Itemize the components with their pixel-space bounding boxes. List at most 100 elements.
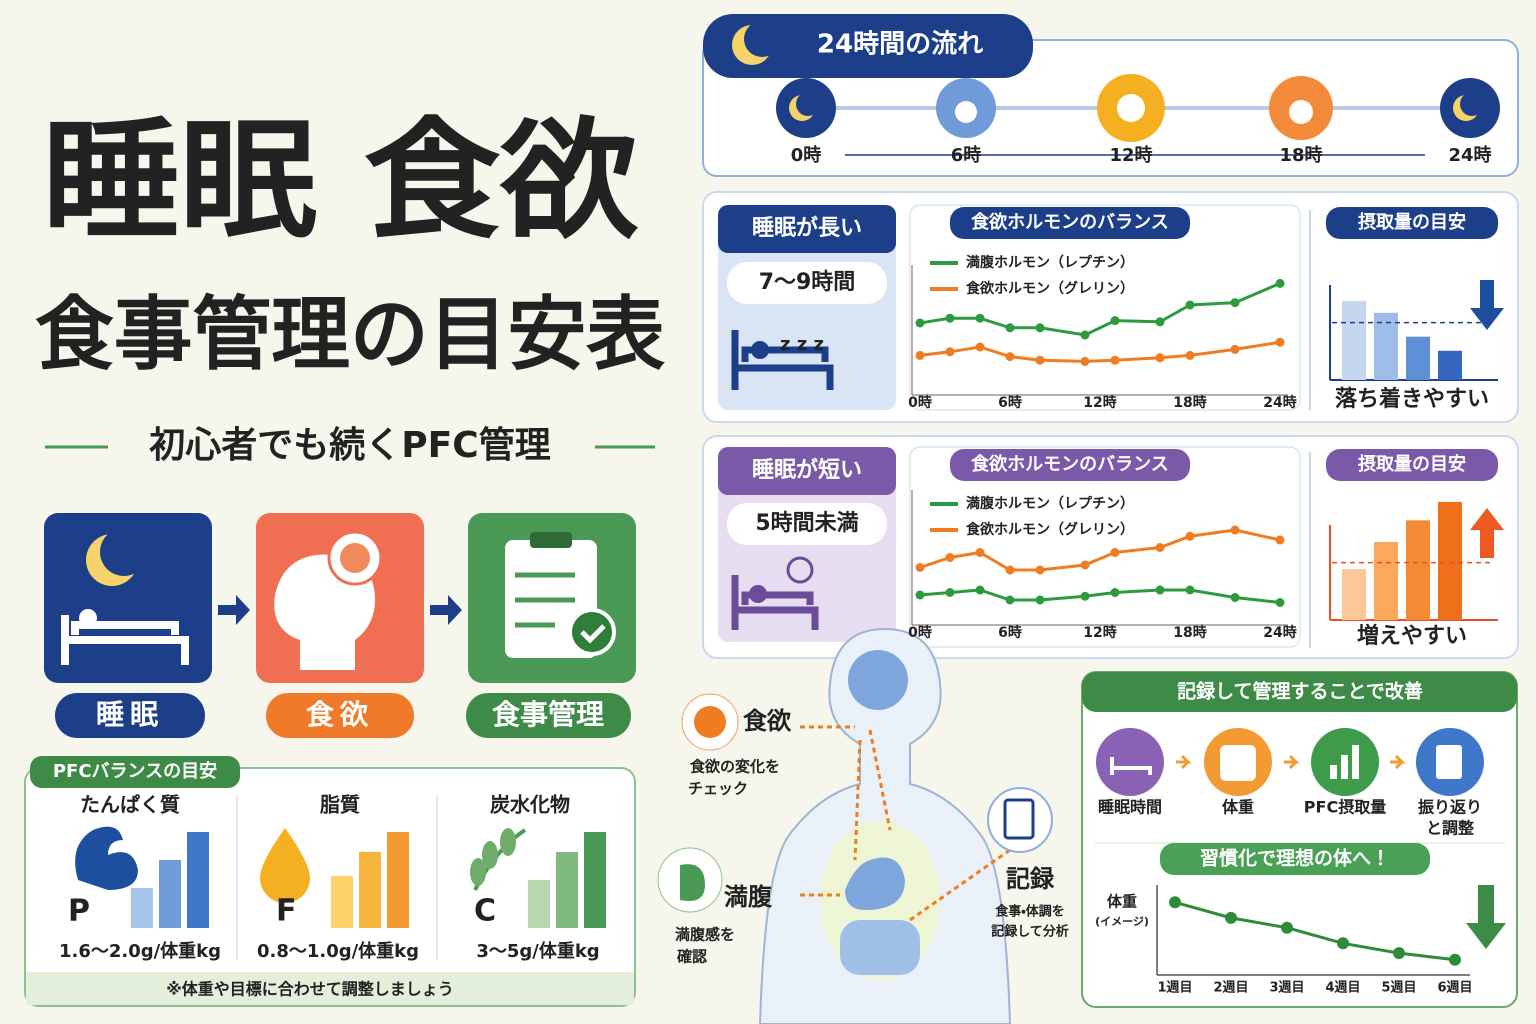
data-point (1275, 278, 1285, 288)
x-tick-label: 2週目 (1213, 981, 1248, 996)
long-sleep-panel-shape (751, 341, 769, 359)
data-point (1035, 355, 1045, 365)
record-panel-shape (1082, 672, 1517, 712)
data-point (1155, 585, 1165, 595)
pfc-name: 脂質 (320, 793, 360, 817)
data-point (1110, 588, 1120, 597)
x-tick-label: 4週目 (1325, 981, 1360, 996)
record-panel-shape (1160, 843, 1430, 875)
x-tick-label: 24時 (1263, 624, 1296, 641)
x-tick-label: 6週目 (1437, 981, 1472, 996)
pfc-range: 0.8～1.0g/体重kg (257, 940, 419, 962)
timeline-label: 0時 (791, 145, 822, 166)
sleep-tile-shape (100, 528, 148, 576)
data-point (975, 548, 985, 557)
pfc-panel-shape (30, 756, 240, 788)
chart-annotation: 落ち着きやすい (1335, 386, 1489, 412)
short-sleep-panel-shape (702, 435, 1519, 659)
pfc-icon-shape (75, 826, 138, 890)
short-sleep-panel-shape (950, 449, 1190, 481)
meal-tile-shape (568, 608, 616, 656)
bar (1374, 312, 1398, 380)
bar (1406, 520, 1430, 620)
pfc-icon-shape (584, 832, 606, 928)
data-point (1275, 535, 1285, 545)
data-point (1281, 921, 1293, 934)
timeline-title: 24時間の流れ (817, 30, 983, 60)
x-tick-label: 6時 (998, 394, 1022, 411)
pfc-panel-shape (24, 767, 636, 1007)
body-diagram-shape (848, 650, 908, 710)
y-axis-note: (イメージ) (1095, 915, 1149, 928)
bar (1342, 300, 1366, 380)
x-tick-label: 6時 (998, 624, 1022, 641)
data-point (1449, 953, 1461, 966)
pfc-panel (24, 756, 636, 1007)
flow-label: 食欲 (306, 698, 374, 731)
pfc-icon-shape (260, 828, 310, 903)
body-caption: 満腹感を (675, 926, 735, 944)
pfc-icon-shape (359, 852, 381, 928)
bar (1438, 350, 1462, 380)
x-tick-label: 0時 (908, 624, 932, 641)
record-title: 記録して管理することで改善 (1177, 680, 1423, 703)
short-sleep-panel-shape (1470, 508, 1504, 558)
record-panel-shape (1096, 728, 1164, 796)
data-point (975, 585, 985, 595)
record-panel-shape (1176, 754, 1406, 770)
chart-title: 食欲ホルモンのバランス (971, 453, 1169, 475)
x-tick-label: 12時 (1083, 624, 1116, 641)
short-sleep-panel-shape (749, 585, 767, 603)
data-point (1005, 323, 1015, 333)
y-axis-label: 体重 (1107, 893, 1137, 911)
timeline-panel-shape (1289, 100, 1313, 124)
long-sleep-panel-shape (731, 330, 834, 390)
record-step: 体重 (1222, 798, 1254, 817)
long-sleep-panel-shape (727, 262, 887, 304)
data-point (945, 588, 955, 597)
chart-title: 食欲ホルモンのバランス (971, 211, 1169, 233)
flow-label: 睡眠 (96, 698, 164, 731)
pfc-letter: F (276, 894, 297, 929)
record-panel-shape (1330, 765, 1337, 779)
record-step: PFC摂取量 (1304, 798, 1386, 817)
chart-title: 習慣化で理想の体へ！ (1200, 847, 1390, 870)
body-label: 記録 (1006, 865, 1055, 893)
long-sleep-panel-shape (1326, 207, 1498, 239)
body-caption: 食事・体調を (995, 904, 1064, 920)
record-panel-shape (1352, 745, 1359, 779)
data-point (915, 563, 925, 572)
body-caption: 確認 (676, 948, 707, 966)
pfc-icon-shape (187, 832, 209, 928)
record-step: 睡眠時間 (1098, 798, 1162, 817)
timeline-panel-shape (1117, 94, 1145, 122)
chart-title: 摂取量の目安 (1358, 211, 1466, 233)
x-tick-label: 18時 (1173, 394, 1206, 411)
data-point (1230, 298, 1240, 308)
long-sleep-panel-shape: z z z (780, 334, 824, 355)
timeline-panel-shape (955, 101, 977, 123)
data-point (1185, 531, 1195, 541)
pfc-icon-shape (387, 832, 409, 928)
pfc-icon-shape (500, 828, 516, 856)
meal-tile-shape (515, 572, 575, 628)
body-caption: 食欲の変化を (690, 758, 780, 776)
data-point (975, 313, 985, 323)
body-diagram-shape (987, 787, 1053, 853)
flow-label-pill-shape (266, 693, 414, 738)
sleep-tile-shape (79, 609, 97, 627)
meal-tile-shape (580, 624, 606, 644)
data-point (915, 350, 925, 360)
data-point (1393, 947, 1405, 960)
data-point (1110, 355, 1120, 365)
chart-annotation: 増えやすい (1357, 623, 1467, 649)
timeline-panel-shape (703, 14, 1033, 78)
data-point (1230, 525, 1240, 535)
short-sleep-panel-shape (786, 556, 814, 584)
x-tick-label: 18時 (1173, 624, 1206, 641)
pfc-range: 1.6～2.0g/体重kg (59, 940, 221, 962)
sleep-tag: 睡眠が短い (752, 457, 862, 483)
bar (1342, 569, 1366, 620)
flow-label-pill-shape (55, 693, 205, 738)
